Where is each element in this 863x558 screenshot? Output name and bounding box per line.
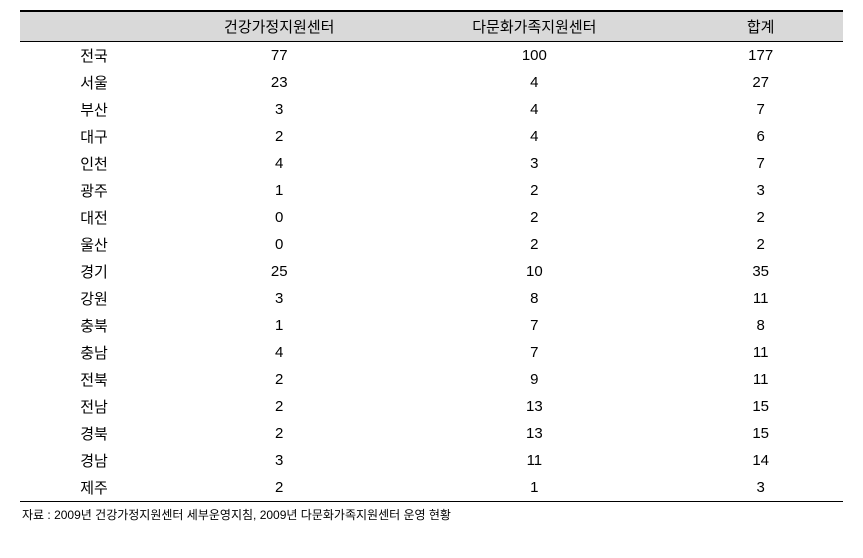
table-row: 광주 1 2 3 [20, 177, 843, 204]
cell-region: 전국 [20, 42, 168, 70]
cell-value: 10 [390, 258, 678, 285]
cell-value: 3 [390, 150, 678, 177]
cell-region: 제주 [20, 474, 168, 502]
cell-value: 6 [678, 123, 843, 150]
cell-value: 3 [168, 447, 390, 474]
cell-value: 4 [390, 123, 678, 150]
cell-value: 7 [390, 339, 678, 366]
cell-value: 2 [390, 177, 678, 204]
cell-value: 1 [390, 474, 678, 502]
cell-region: 경기 [20, 258, 168, 285]
cell-value: 2 [168, 123, 390, 150]
cell-value: 4 [168, 150, 390, 177]
cell-value: 3 [168, 285, 390, 312]
header-col2: 다문화가족지원센터 [390, 11, 678, 42]
source-footnote: 자료 : 2009년 건강가정지원센터 세부운영지침, 2009년 다문화가족지… [20, 506, 843, 523]
table-row: 경기 25 10 35 [20, 258, 843, 285]
table-row: 전남 2 13 15 [20, 393, 843, 420]
cell-region: 경남 [20, 447, 168, 474]
table-row: 제주 2 1 3 [20, 474, 843, 502]
cell-value: 2 [168, 366, 390, 393]
table-row: 인천 4 3 7 [20, 150, 843, 177]
cell-value: 11 [678, 366, 843, 393]
cell-value: 8 [390, 285, 678, 312]
cell-value: 2 [390, 231, 678, 258]
cell-value: 11 [678, 285, 843, 312]
cell-value: 25 [168, 258, 390, 285]
cell-value: 3 [168, 96, 390, 123]
cell-region: 대전 [20, 204, 168, 231]
cell-region: 강원 [20, 285, 168, 312]
cell-value: 15 [678, 393, 843, 420]
header-col3: 합계 [678, 11, 843, 42]
cell-region: 대구 [20, 123, 168, 150]
cell-value: 13 [390, 420, 678, 447]
cell-region: 충남 [20, 339, 168, 366]
cell-value: 1 [168, 177, 390, 204]
cell-region: 전북 [20, 366, 168, 393]
cell-value: 4 [168, 339, 390, 366]
table-row: 전국 77 100 177 [20, 42, 843, 70]
table-row: 충북 1 7 8 [20, 312, 843, 339]
cell-region: 인천 [20, 150, 168, 177]
header-col1: 건강가정지원센터 [168, 11, 390, 42]
cell-value: 7 [678, 96, 843, 123]
cell-value: 13 [390, 393, 678, 420]
data-table: 건강가정지원센터 다문화가족지원센터 합계 전국 77 100 177 서울 2… [20, 10, 843, 502]
table-row: 서울 23 4 27 [20, 69, 843, 96]
cell-value: 7 [390, 312, 678, 339]
cell-value: 2 [168, 474, 390, 502]
cell-value: 1 [168, 312, 390, 339]
cell-value: 9 [390, 366, 678, 393]
cell-value: 2 [168, 393, 390, 420]
cell-value: 2 [678, 204, 843, 231]
cell-value: 100 [390, 42, 678, 70]
cell-value: 2 [168, 420, 390, 447]
cell-value: 15 [678, 420, 843, 447]
cell-value: 3 [678, 177, 843, 204]
cell-value: 11 [678, 339, 843, 366]
cell-region: 서울 [20, 69, 168, 96]
cell-value: 8 [678, 312, 843, 339]
table-row: 경남 3 11 14 [20, 447, 843, 474]
cell-value: 14 [678, 447, 843, 474]
table-row: 대전 0 2 2 [20, 204, 843, 231]
cell-value: 35 [678, 258, 843, 285]
cell-region: 경북 [20, 420, 168, 447]
table-row: 전북 2 9 11 [20, 366, 843, 393]
table-row: 울산 0 2 2 [20, 231, 843, 258]
cell-value: 4 [390, 69, 678, 96]
table-row: 대구 2 4 6 [20, 123, 843, 150]
cell-value: 3 [678, 474, 843, 502]
cell-value: 177 [678, 42, 843, 70]
table-row: 부산 3 4 7 [20, 96, 843, 123]
table-body: 전국 77 100 177 서울 23 4 27 부산 3 4 7 대구 2 4… [20, 42, 843, 502]
header-region [20, 11, 168, 42]
cell-value: 2 [678, 231, 843, 258]
table-row: 충남 4 7 11 [20, 339, 843, 366]
cell-region: 광주 [20, 177, 168, 204]
table-row: 강원 3 8 11 [20, 285, 843, 312]
cell-value: 77 [168, 42, 390, 70]
cell-value: 27 [678, 69, 843, 96]
table-row: 경북 2 13 15 [20, 420, 843, 447]
cell-value: 23 [168, 69, 390, 96]
cell-region: 부산 [20, 96, 168, 123]
cell-value: 0 [168, 204, 390, 231]
cell-value: 11 [390, 447, 678, 474]
cell-value: 0 [168, 231, 390, 258]
cell-value: 7 [678, 150, 843, 177]
cell-region: 전남 [20, 393, 168, 420]
cell-value: 2 [390, 204, 678, 231]
cell-region: 충북 [20, 312, 168, 339]
cell-value: 4 [390, 96, 678, 123]
table-header-row: 건강가정지원센터 다문화가족지원센터 합계 [20, 11, 843, 42]
cell-region: 울산 [20, 231, 168, 258]
